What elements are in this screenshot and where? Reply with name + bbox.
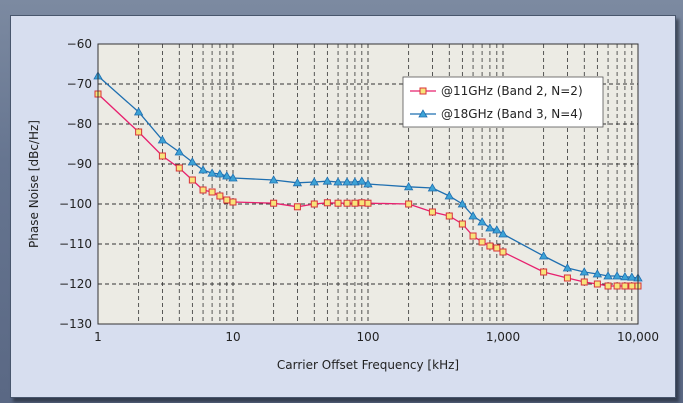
x-tick-label: 1 — [94, 330, 102, 344]
data-point-series-1 — [270, 199, 278, 207]
data-point-series-2 — [468, 211, 478, 220]
data-point-series-2 — [268, 175, 279, 184]
data-point-series-1 — [540, 268, 548, 276]
data-point-series-2 — [174, 147, 184, 156]
data-point-series-2 — [228, 173, 238, 182]
data-point-series-1 — [351, 199, 359, 207]
data-point-series-1 — [135, 128, 143, 136]
x-tick-label: 100 — [357, 330, 380, 344]
data-point-series-2 — [292, 177, 303, 187]
data-point-series-2 — [477, 217, 487, 226]
data-point-series-2 — [215, 169, 225, 178]
data-point-series-1 — [458, 220, 466, 228]
data-point-series-2 — [427, 183, 438, 192]
y-tick-label: −100 — [59, 197, 92, 211]
data-point-series-2 — [612, 271, 622, 280]
data-point-series-1 — [199, 186, 207, 194]
legend-marker — [419, 87, 427, 95]
y-tick-label: −80 — [67, 117, 92, 131]
data-point-series-2 — [492, 225, 502, 234]
data-point-series-1 — [293, 203, 301, 211]
data-point-series-2 — [207, 168, 217, 177]
data-point-series-2 — [444, 191, 454, 200]
plot-border — [97, 43, 639, 325]
data-point-series-2 — [342, 177, 352, 186]
data-point-series-2 — [198, 165, 208, 174]
data-point-series-2 — [333, 177, 343, 186]
data-point-series-1 — [358, 199, 366, 207]
data-point-series-1 — [499, 248, 507, 256]
data-point-series-1 — [604, 282, 612, 290]
legend-entry-label: @11GHz (Band 2, N=2) — [441, 84, 583, 98]
y-tick-label: −110 — [59, 237, 92, 251]
legend-box — [402, 76, 604, 128]
data-point-series-1 — [158, 152, 166, 160]
data-point-series-2 — [498, 229, 508, 238]
y-tick-label: −130 — [59, 317, 92, 331]
data-point-series-1 — [613, 282, 621, 290]
data-point-series-1 — [229, 198, 237, 206]
data-point-series-1 — [323, 199, 331, 207]
y-axis-label: Phase Noise [dBc/Hz] — [27, 120, 41, 248]
data-point-series-1 — [175, 164, 183, 172]
data-point-series-1 — [334, 199, 342, 207]
data-point-series-2 — [357, 176, 367, 185]
data-point-series-1 — [563, 274, 571, 282]
y-tick-label: −90 — [67, 157, 92, 171]
data-point-series-1 — [405, 200, 413, 208]
x-tick-label: 10,000 — [617, 330, 659, 344]
data-point-series-2 — [538, 251, 549, 260]
data-point-series-1 — [469, 232, 477, 240]
data-point-series-2 — [403, 181, 414, 191]
data-point-series-1 — [478, 238, 486, 246]
x-axis-label: Carrier Offset Frequency [kHz] — [277, 358, 459, 372]
data-point-series-2 — [603, 271, 613, 280]
data-point-series-1 — [364, 199, 372, 207]
x-tick-label: 1,000 — [486, 330, 520, 344]
data-point-series-2 — [579, 267, 589, 276]
data-point-series-2 — [187, 157, 198, 166]
data-point-series-2 — [592, 269, 603, 278]
x-tick-label: 10 — [225, 330, 240, 344]
data-point-series-1 — [216, 192, 224, 200]
y-tick-label: −70 — [67, 77, 92, 91]
data-point-series-1 — [621, 282, 629, 290]
data-point-series-1 — [310, 200, 318, 208]
data-point-series-1 — [188, 176, 196, 184]
data-point-series-2 — [222, 171, 232, 180]
chart-panel: −60 −70 −80 −90 −100 −110 −120 −130 1 10 100 1,000 1… — [10, 15, 676, 398]
data-point-series-2 — [350, 177, 360, 186]
y-tick-label: −60 — [67, 37, 92, 51]
data-point-series-2 — [309, 177, 319, 186]
data-point-series-2 — [562, 263, 573, 272]
data-point-series-2 — [457, 199, 468, 208]
data-point-series-1 — [580, 278, 588, 286]
data-point-series-1 — [445, 212, 453, 220]
data-point-series-1 — [628, 282, 636, 290]
data-point-series-2 — [627, 272, 637, 281]
data-point-series-1 — [223, 196, 231, 204]
legend-entry-label: @18GHz (Band 3, N=4) — [441, 107, 583, 121]
data-point-series-1 — [486, 242, 494, 250]
data-point-series-2 — [322, 176, 333, 185]
data-point-series-1 — [493, 244, 501, 252]
data-point-series-1 — [428, 208, 436, 216]
data-point-series-1 — [208, 188, 216, 196]
legend-marker — [418, 109, 428, 118]
data-point-series-2 — [485, 223, 495, 232]
y-tick-label: −120 — [59, 277, 92, 291]
data-point-series-2 — [363, 179, 373, 188]
data-point-series-1 — [343, 199, 351, 207]
data-point-series-2 — [620, 271, 630, 281]
data-point-series-1 — [593, 280, 601, 288]
data-point-series-2 — [157, 135, 168, 144]
data-point-series-2 — [133, 107, 144, 116]
